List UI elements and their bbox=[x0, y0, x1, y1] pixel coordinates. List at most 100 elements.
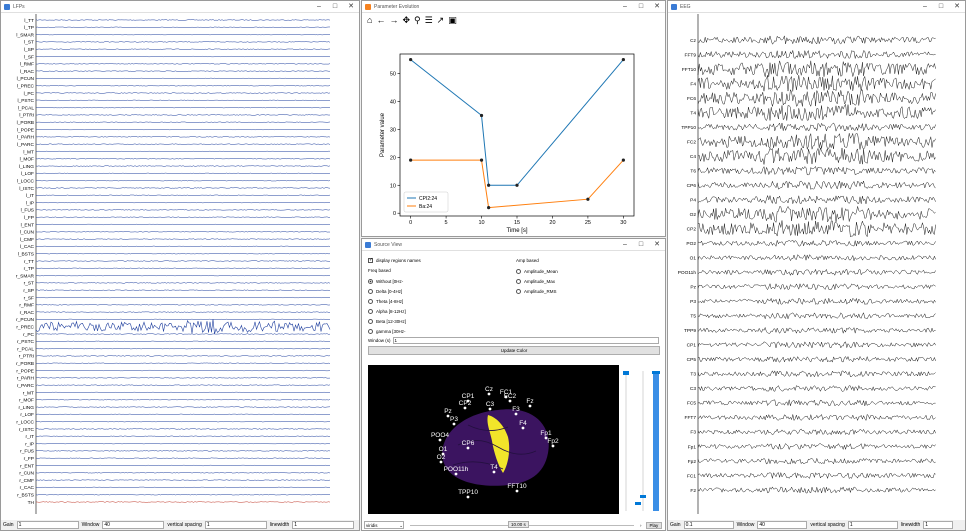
freq-option-radio[interactable]: Theta [4-8Hz] bbox=[368, 296, 406, 306]
radio-icon[interactable] bbox=[516, 278, 521, 284]
freq-option-radio[interactable]: gamma [30Hz- bbox=[368, 326, 406, 336]
radio-icon[interactable] bbox=[516, 268, 521, 274]
window-input[interactable]: 40 bbox=[102, 521, 165, 529]
radio-icon[interactable] bbox=[368, 278, 373, 284]
close-button[interactable]: ✕ bbox=[654, 240, 660, 248]
electrode-marker[interactable] bbox=[544, 436, 548, 440]
maximize-button[interactable]: □ bbox=[332, 2, 338, 10]
electrode-marker[interactable] bbox=[521, 426, 525, 430]
parameter-chart[interactable]: 0 5 10 15 20 25 30 0 10 20 30 40 50 Time [s] Parameter… bbox=[362, 28, 665, 236]
lfp-traces-plot[interactable]: l_TTl_TPl_SMARl_STl_SPl_SFl_RMFl_RACl_PC… bbox=[1, 14, 360, 520]
home-icon[interactable]: ⌂ bbox=[367, 15, 373, 25]
electrode-marker[interactable] bbox=[515, 489, 519, 493]
channel-trace bbox=[35, 245, 331, 248]
maximize-button[interactable]: □ bbox=[638, 240, 644, 248]
gain-input[interactable]: 0.1 bbox=[683, 521, 734, 529]
minimize-button[interactable]: – bbox=[317, 2, 321, 10]
electrode-marker[interactable] bbox=[463, 406, 467, 410]
linewidth-input[interactable]: 1 bbox=[292, 521, 355, 529]
radio-icon[interactable] bbox=[368, 308, 373, 314]
channel-trace bbox=[35, 289, 331, 291]
electrode-label: O2 bbox=[437, 454, 446, 461]
electrode-marker[interactable] bbox=[487, 392, 491, 396]
electrode-marker[interactable] bbox=[488, 407, 492, 411]
checkbox-icon[interactable]: ✓ bbox=[368, 257, 374, 263]
close-button[interactable]: ✕ bbox=[954, 2, 960, 10]
freq-option-label: Theta [4-8Hz] bbox=[376, 298, 404, 304]
channel-label: l_BSTS bbox=[18, 251, 34, 257]
back-icon[interactable]: ← bbox=[376, 15, 386, 25]
electrode-marker[interactable] bbox=[466, 495, 470, 499]
linewidth-input[interactable]: 1 bbox=[923, 521, 954, 529]
minimize-button[interactable]: – bbox=[923, 2, 927, 10]
close-button[interactable]: ✕ bbox=[348, 2, 354, 10]
electrode-marker[interactable] bbox=[514, 412, 518, 416]
update-color-button[interactable]: Update Color bbox=[368, 346, 660, 355]
slider-handle[interactable] bbox=[640, 495, 646, 498]
gain-input[interactable]: 1 bbox=[16, 521, 79, 529]
eeg-titlebar: EEG – □ ✕ bbox=[668, 1, 965, 13]
electrode-marker[interactable] bbox=[438, 438, 442, 442]
freq-option-radio[interactable]: Beta [12-30Hz] bbox=[368, 316, 406, 326]
slider-handle[interactable] bbox=[652, 371, 660, 374]
amp-option-radio[interactable]: Amplitude_RMS bbox=[516, 286, 558, 296]
maximize-button[interactable]: □ bbox=[638, 2, 644, 10]
pan-icon[interactable]: ✥ bbox=[402, 15, 410, 25]
electrode-marker[interactable] bbox=[466, 399, 470, 403]
slider-handle[interactable] bbox=[635, 502, 641, 505]
amp-option-radio[interactable]: Amplitude_Mean bbox=[516, 266, 558, 276]
channel-label: r_PC bbox=[23, 332, 34, 338]
colormap-select[interactable]: viridis ⌄ bbox=[364, 521, 404, 529]
time-slider[interactable]: 10.00 s bbox=[410, 520, 634, 528]
radio-icon[interactable] bbox=[368, 288, 373, 294]
close-button[interactable]: ✕ bbox=[654, 2, 660, 10]
x-tick-label: 30 bbox=[620, 220, 626, 226]
electrode-marker[interactable] bbox=[492, 470, 496, 474]
channel-label: r_SF bbox=[24, 295, 34, 301]
electrode-marker[interactable] bbox=[441, 452, 445, 456]
channel-trace bbox=[35, 296, 331, 299]
lfp-window: LFPs – □ ✕ l_TT l_TP l_SMAR l_ST l_SP l_SF l_R… bbox=[0, 0, 360, 531]
slider-handle[interactable] bbox=[623, 371, 629, 375]
step-forward-icon[interactable]: › bbox=[640, 522, 642, 528]
window-seconds-input[interactable]: 1 bbox=[392, 337, 659, 344]
radio-icon[interactable] bbox=[516, 288, 521, 294]
eeg-traces-plot[interactable]: Cz FFT9 FFT10 F4 FC6 T4 TPP10 FC2 C4 T6 CP6 P4 O2 CP2… bbox=[668, 14, 966, 520]
radio-icon[interactable] bbox=[368, 318, 373, 324]
display-regions-checkbox-row[interactable]: ✓ display regions names bbox=[368, 258, 421, 263]
minimize-button[interactable]: – bbox=[623, 2, 627, 10]
channel-trace bbox=[35, 41, 331, 43]
vspacing-input[interactable]: 1 bbox=[204, 521, 267, 529]
radio-icon[interactable] bbox=[368, 298, 373, 304]
electrode-marker[interactable] bbox=[551, 444, 555, 448]
electrode-marker[interactable] bbox=[508, 399, 512, 403]
electrode-marker[interactable] bbox=[504, 395, 508, 399]
channel-trace bbox=[35, 457, 331, 459]
electrode-marker[interactable] bbox=[439, 460, 443, 464]
electrode-marker[interactable] bbox=[454, 472, 458, 476]
amp-option-radio[interactable]: Amplitude_Max bbox=[516, 276, 558, 286]
save-icon[interactable]: ▣ bbox=[448, 15, 457, 25]
maximize-button[interactable]: □ bbox=[938, 2, 944, 10]
minimize-button[interactable]: – bbox=[623, 240, 627, 248]
electrode-marker[interactable] bbox=[446, 414, 450, 418]
freq-option-radio[interactable]: Without [0Hz- bbox=[368, 276, 406, 286]
configure-icon[interactable]: ☰ bbox=[424, 15, 433, 25]
channel-label: l_PTRI bbox=[19, 113, 34, 119]
electrode-marker[interactable] bbox=[466, 446, 470, 450]
forward-icon[interactable]: → bbox=[389, 15, 399, 25]
channel-trace bbox=[35, 63, 331, 65]
colorbar-sliders[interactable] bbox=[621, 365, 665, 515]
freq-option-radio[interactable]: Delta [0-4Hz] bbox=[368, 286, 406, 296]
vspacing-input[interactable]: 1 bbox=[847, 521, 898, 529]
play-button[interactable]: Play bbox=[645, 521, 663, 529]
electrode-marker[interactable] bbox=[452, 422, 456, 426]
electrode-marker[interactable] bbox=[528, 404, 532, 408]
zoom-icon[interactable]: ⚲ bbox=[413, 15, 421, 25]
window-input[interactable]: 40 bbox=[757, 521, 808, 529]
channel-trace bbox=[35, 319, 331, 335]
freq-option-radio[interactable]: Alpha [8-12Hz] bbox=[368, 306, 406, 316]
edit-curve-icon[interactable]: ↗ bbox=[436, 15, 445, 25]
radio-icon[interactable] bbox=[368, 328, 373, 334]
